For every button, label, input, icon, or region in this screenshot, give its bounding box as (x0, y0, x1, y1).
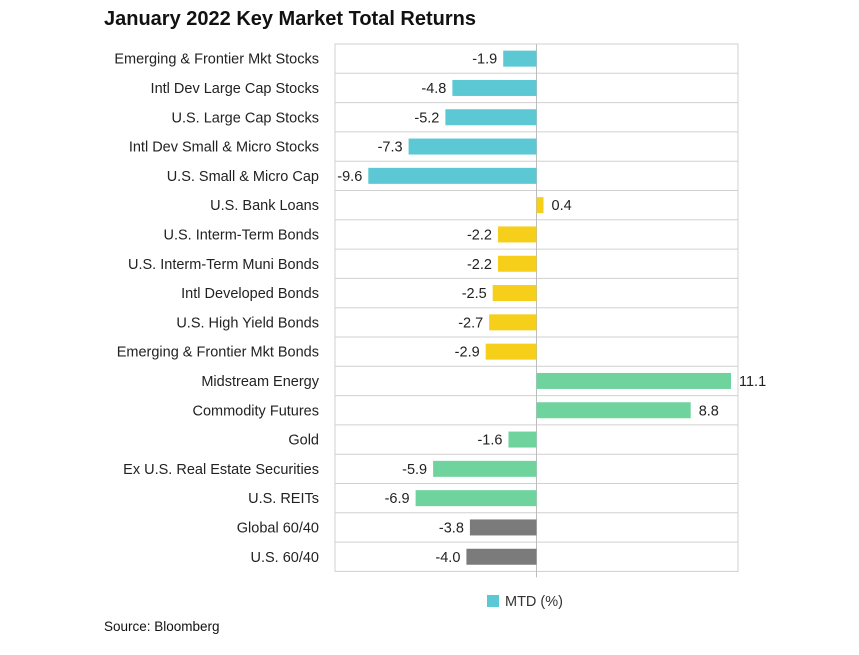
bar (492, 285, 537, 302)
category-label: Intl Developed Bonds (181, 286, 319, 302)
value-label: -5.2 (414, 110, 439, 126)
bar (508, 431, 537, 448)
category-label: Intl Dev Small & Micro Stocks (129, 140, 319, 156)
value-label: -2.9 (455, 345, 480, 361)
value-label: -4.0 (435, 550, 460, 566)
value-label: -1.6 (477, 433, 502, 449)
category-label: U.S. High Yield Bonds (176, 315, 319, 331)
value-label: -3.8 (439, 520, 464, 536)
bar (489, 314, 537, 331)
category-label: Gold (288, 433, 319, 449)
category-label: U.S. Interm-Term Bonds (163, 227, 319, 243)
value-label: -9.6 (337, 169, 362, 185)
value-label: -2.5 (462, 286, 487, 302)
category-label: Emerging & Frontier Mkt Bonds (117, 345, 319, 361)
bar (445, 109, 537, 126)
legend-label: MTD (%) (505, 594, 563, 610)
value-label: 11.1 (739, 374, 766, 390)
bar (485, 343, 537, 360)
bar (408, 138, 537, 155)
value-label: -2.2 (467, 227, 492, 243)
bar (368, 167, 537, 184)
category-label: U.S. REITs (248, 491, 319, 507)
chart-grid (334, 43, 739, 578)
category-label: U.S. Interm-Term Muni Bonds (128, 257, 319, 273)
category-label: U.S. Bank Loans (210, 198, 319, 214)
value-label: -1.9 (472, 52, 497, 68)
bar (415, 490, 537, 507)
chart-labels: Emerging & Frontier Mkt Stocks -1.9 Intl D… (114, 52, 766, 566)
value-label: -5.9 (402, 462, 427, 478)
bar (536, 197, 544, 214)
value-label: 8.8 (699, 403, 719, 419)
category-label: Emerging & Frontier Mkt Stocks (114, 52, 319, 68)
chart-legend: MTD (%) (487, 594, 563, 610)
category-label: Intl Dev Large Cap Stocks (151, 81, 319, 97)
value-label: -2.2 (467, 257, 492, 273)
value-label: -2.7 (458, 315, 483, 331)
bar (433, 460, 537, 477)
category-label: Commodity Futures (192, 403, 319, 419)
bar (466, 548, 537, 565)
category-label: Ex U.S. Real Estate Securities (123, 462, 319, 478)
bar (497, 226, 537, 243)
category-label: Midstream Energy (201, 374, 319, 390)
source-note: Source: Bloomberg (104, 619, 220, 634)
legend-swatch (487, 595, 499, 607)
bar (497, 255, 537, 272)
category-label: Global 60/40 (237, 520, 319, 536)
category-label: U.S. Small & Micro Cap (167, 169, 319, 185)
bar (469, 519, 537, 536)
value-label: -7.3 (378, 140, 403, 156)
bar (536, 372, 731, 389)
value-label: 0.4 (552, 198, 572, 214)
category-label: U.S. Large Cap Stocks (172, 110, 320, 126)
bar (452, 79, 537, 96)
value-label: -4.8 (421, 81, 446, 97)
chart-bars (368, 50, 731, 565)
category-label: U.S. 60/40 (250, 550, 319, 566)
bar (503, 50, 537, 67)
chart-title: January 2022 Key Market Total Returns (104, 8, 477, 30)
bar (536, 402, 691, 419)
value-label: -6.9 (385, 491, 410, 507)
